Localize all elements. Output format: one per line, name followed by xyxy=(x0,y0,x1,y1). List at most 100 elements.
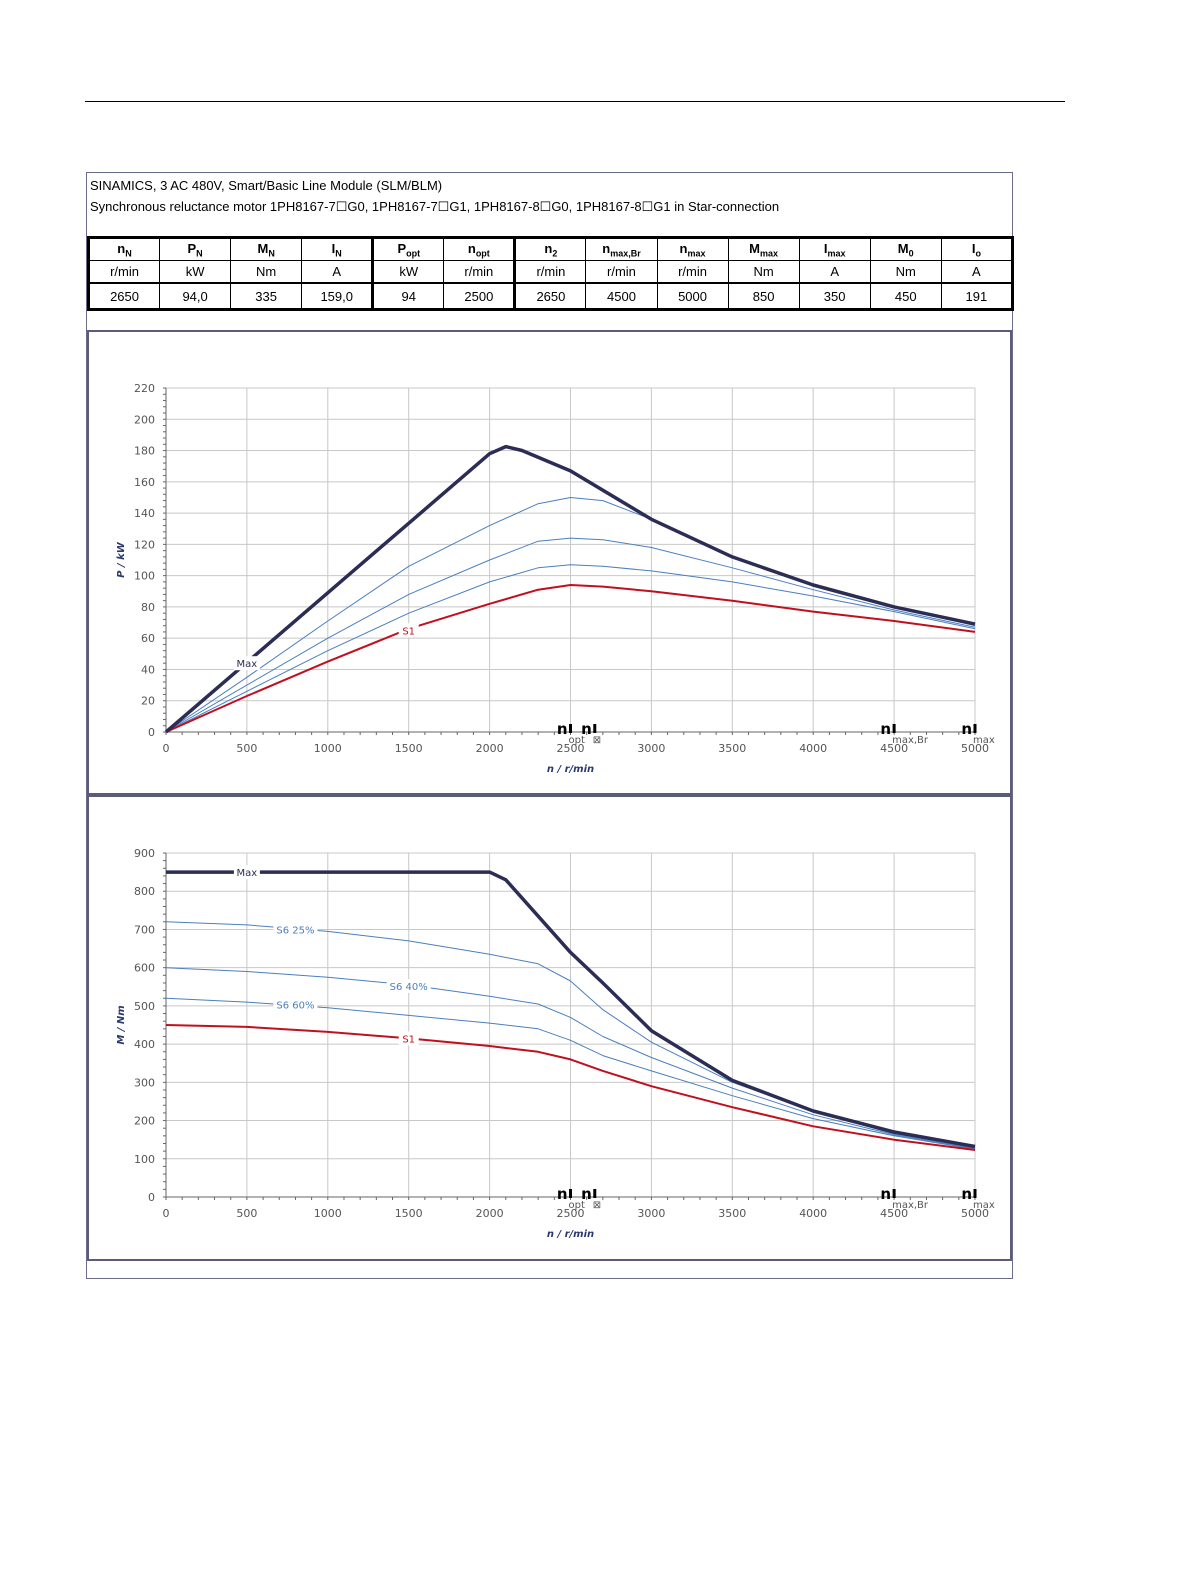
power-chart-panel: 0 500 1000 1500 2000 2500 3000 3500 4000 4500 5000… xyxy=(87,330,1012,795)
series-line-s1 xyxy=(165,1024,976,1151)
spec-header-2: MN xyxy=(230,236,303,261)
series-line-s1 xyxy=(165,584,976,733)
y-tick-label-40: 40 xyxy=(141,663,155,676)
x-tick-label-4500: 4500 xyxy=(880,1207,908,1220)
spec-unit-10: A xyxy=(798,260,871,284)
marker-label-max: n xyxy=(961,1185,972,1203)
marker-label-max,Br: n xyxy=(880,1185,891,1203)
series-line-s6-60- xyxy=(165,997,976,1150)
marker-sub-max: max xyxy=(973,735,995,746)
marker-sub-⊠: ⊠ xyxy=(593,735,601,746)
marker-label-opt: n xyxy=(557,1185,568,1203)
spec-value-2: 335 xyxy=(230,282,303,311)
spec-unit-4: kW xyxy=(371,260,445,284)
x-tick-label-1500: 1500 xyxy=(395,1207,423,1220)
x-tick-label-3000: 3000 xyxy=(637,1207,665,1220)
spec-unit-11: Nm xyxy=(869,260,942,284)
spec-unit-9: Nm xyxy=(727,260,800,284)
series-line-max xyxy=(164,444,976,734)
spec-header-12: Io xyxy=(940,236,1015,261)
spec-header-4: Popt xyxy=(371,236,445,261)
x-tick-label-3000: 3000 xyxy=(637,742,665,755)
spec-value-6: 2650 xyxy=(513,282,587,311)
y-tick-label-60: 60 xyxy=(141,632,155,645)
spec-value-5: 2500 xyxy=(443,282,516,311)
marker-sub-max,Br: max,Br xyxy=(892,735,929,746)
series-line-duty-cycle-2 xyxy=(165,537,976,733)
x-axis-title: n / r/min xyxy=(547,1229,594,1240)
spec-header-10: Imax xyxy=(798,236,871,261)
spec-header-9: Mmax xyxy=(727,236,800,261)
x-tick-label-500: 500 xyxy=(236,1207,257,1220)
spec-header-1: PN xyxy=(159,236,232,261)
spec-value-0: 2650 xyxy=(86,282,161,311)
y-axis-title: P / kW xyxy=(116,541,127,578)
x-axis-title: n / r/min xyxy=(547,764,594,775)
series-label-bg xyxy=(386,979,431,994)
y-tick-label-300: 300 xyxy=(134,1076,155,1089)
x-tick-label-2500: 2500 xyxy=(557,742,585,755)
marker-label-max,Br: n xyxy=(880,720,891,738)
x-tick-label-3500: 3500 xyxy=(718,1207,746,1220)
specs-values-row: 2650 94,0 335 159,0 94 2500 2650 4500 5000 850 350… xyxy=(86,282,1015,311)
spec-value-3: 159,0 xyxy=(301,282,374,311)
y-tick-label-900: 900 xyxy=(134,847,155,860)
y-axis-title: M / Nm xyxy=(116,1005,127,1044)
series-line-max xyxy=(166,870,976,1149)
series-label-s6-40-: S6 40% xyxy=(390,982,428,993)
spec-value-11: 450 xyxy=(869,282,942,311)
specs-header-row: nN PN MN IN Popt nopt n2 nmax,Br nmax Mmax Imax M0 I… xyxy=(86,236,1015,261)
spec-header-0: nN xyxy=(86,236,161,261)
y-tick-label-0: 0 xyxy=(148,1191,155,1204)
series-line-duty-cycle-3 xyxy=(165,564,976,733)
marker-sub-max: max xyxy=(973,1200,995,1211)
datasheet-frame: SINAMICS, 3 AC 480V, Smart/Basic Line Mo… xyxy=(86,172,1015,1279)
header-line-1: SINAMICS, 3 AC 480V, Smart/Basic Line Mo… xyxy=(90,178,443,193)
x-tick-label-4500: 4500 xyxy=(880,742,908,755)
y-tick-label-200: 200 xyxy=(134,413,155,426)
spec-value-9: 850 xyxy=(727,282,800,311)
marker-label-max: n xyxy=(961,720,972,738)
marker-label-⊠: n xyxy=(581,1185,592,1203)
spec-unit-8: r/min xyxy=(656,260,729,284)
y-tick-label-500: 500 xyxy=(134,1000,155,1013)
series-line-s6-40- xyxy=(165,967,976,1149)
spec-unit-3: A xyxy=(301,260,374,284)
x-tick-label-2000: 2000 xyxy=(476,1207,504,1220)
y-tick-label-400: 400 xyxy=(134,1038,155,1051)
series-label-bg xyxy=(233,865,260,880)
spec-unit-7: r/min xyxy=(585,260,658,284)
y-tick-label-140: 140 xyxy=(134,507,155,520)
spec-unit-12: A xyxy=(940,260,1015,284)
spec-unit-0: r/min xyxy=(86,260,161,284)
series-label-bg xyxy=(233,656,260,671)
marker-label-⊠: n xyxy=(581,720,592,738)
y-tick-label-700: 700 xyxy=(134,923,155,936)
series-label-s1: S1 xyxy=(402,626,415,637)
spec-header-6: n2 xyxy=(513,236,587,261)
y-tick-label-800: 800 xyxy=(134,885,155,898)
spec-unit-5: r/min xyxy=(443,260,516,284)
x-tick-label-3500: 3500 xyxy=(718,742,746,755)
y-tick-label-600: 600 xyxy=(134,962,155,975)
spec-unit-2: Nm xyxy=(230,260,303,284)
x-tick-label-1000: 1000 xyxy=(314,1207,342,1220)
marker-sub-⊠: ⊠ xyxy=(593,1200,601,1211)
header-line-2: Synchronous reluctance motor 1PH8167-7☐G… xyxy=(90,199,780,214)
series-label-s6-60-: S6 60% xyxy=(276,1001,314,1012)
x-tick-label-5000: 5000 xyxy=(961,1207,989,1220)
spec-value-4: 94 xyxy=(371,282,445,311)
spec-unit-6: r/min xyxy=(513,260,587,284)
y-tick-label-120: 120 xyxy=(134,538,155,551)
series-label-max: Max xyxy=(237,868,258,879)
x-tick-label-5000: 5000 xyxy=(961,742,989,755)
spec-value-8: 5000 xyxy=(656,282,729,311)
marker-label-opt: n xyxy=(557,720,568,738)
x-tick-label-0: 0 xyxy=(163,1207,170,1220)
x-tick-label-1500: 1500 xyxy=(395,742,423,755)
x-tick-label-0: 0 xyxy=(163,742,170,755)
x-tick-label-4000: 4000 xyxy=(799,742,827,755)
spec-header-8: nmax xyxy=(656,236,729,261)
x-tick-label-500: 500 xyxy=(236,742,257,755)
